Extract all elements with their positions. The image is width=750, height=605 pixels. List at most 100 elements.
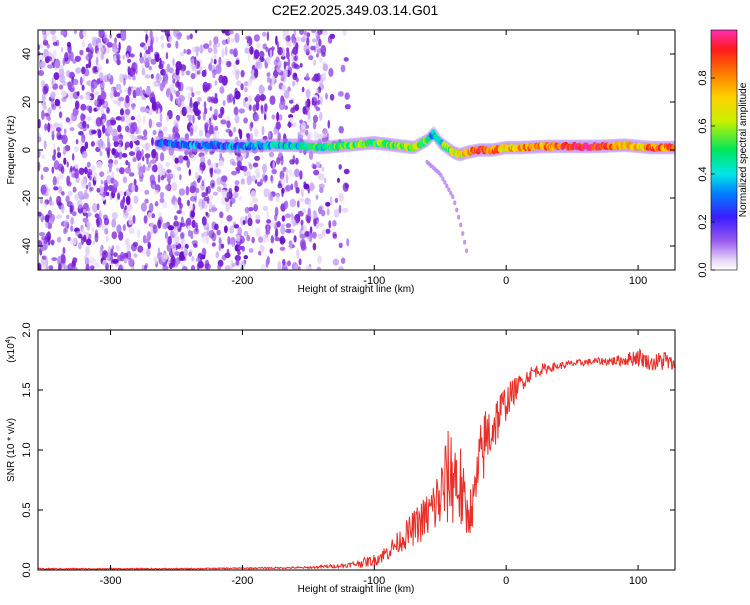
spectrogram-noise-cell xyxy=(77,191,84,198)
spectrogram-noise-cell xyxy=(166,169,172,174)
spectrogram-noise-cell xyxy=(162,201,167,209)
spectrogram-noise-cell xyxy=(152,129,157,136)
spectrogram-noise-cell xyxy=(225,202,230,213)
spectrogram-noise-cell xyxy=(317,255,322,264)
spectrogram-noise-cell xyxy=(56,214,63,219)
spectrogram-noise-cell xyxy=(110,119,117,126)
spectrogram-noise-cell xyxy=(60,90,67,97)
spectrogram-noise-cell xyxy=(39,61,46,69)
spectrogram-noise-cell xyxy=(312,231,317,239)
spectrogram-noise-cell xyxy=(272,160,275,170)
spectrogram-noise-cell xyxy=(159,197,165,204)
spectrogram-noise-cell xyxy=(50,239,55,246)
spectrogram-drift-cell xyxy=(459,222,463,228)
spectrogram-noise-cell xyxy=(307,207,311,217)
spectrogram-noise-cell xyxy=(233,106,239,116)
spectrogram-noise-cell xyxy=(320,209,326,217)
spectrogram-noise-cell xyxy=(90,141,95,147)
spectrogram-noise-cell xyxy=(291,172,295,178)
colorbar-gradient xyxy=(710,29,738,271)
spectrogram-noise-cell xyxy=(204,259,210,269)
spectrogram-noise-cell xyxy=(318,205,324,210)
spectrogram-noise-cell xyxy=(76,199,83,209)
spectrogram-noise-cell xyxy=(82,74,86,83)
spectrogram-drift-cell xyxy=(465,248,469,254)
spectrogram-noise-cell xyxy=(316,53,319,58)
spectrogram-noise-cell xyxy=(85,184,89,190)
spectrogram-noise-cell xyxy=(113,179,118,189)
spectrogram-noise-cell xyxy=(151,184,156,190)
spectrogram-noise-cell xyxy=(311,38,317,43)
spectrogram-noise-cell xyxy=(338,266,344,270)
spectrogram-noise-cell xyxy=(312,114,319,123)
spectrogram-noise-cell xyxy=(221,175,228,182)
spectrogram-noise-cell xyxy=(199,66,203,72)
spectrogram-noise-cell xyxy=(65,195,70,203)
spectrogram-noise-cell xyxy=(199,161,206,172)
spectrogram-noise-cell xyxy=(159,112,163,123)
spectrogram-noise-cell xyxy=(188,204,194,211)
spectrogram-noise-cell xyxy=(84,166,88,175)
spectrogram-noise-cell xyxy=(139,56,145,64)
spectrogram-noise-cell xyxy=(120,30,127,40)
spectrogram-noise-cell xyxy=(128,217,133,226)
spectrogram-noise-cell xyxy=(248,104,252,111)
spectrogram-noise-cell xyxy=(193,228,200,235)
spectrogram-noise-cell xyxy=(244,47,250,54)
spectrogram-noise-cell xyxy=(81,84,85,91)
spectrogram-noise-cell xyxy=(167,235,172,246)
spectrogram-noise-cell xyxy=(146,231,152,242)
spectrogram-noise-cell xyxy=(173,235,180,246)
spectrogram-noise-cell xyxy=(81,178,86,188)
spectrogram-noise-cell xyxy=(337,91,344,97)
spectrogram-noise-cell xyxy=(38,136,42,143)
spectrogram-noise-cell xyxy=(292,38,296,46)
spectrogram-noise-cell xyxy=(78,233,83,239)
spectrogram-noise-cell xyxy=(66,214,70,220)
spectrogram-noise-cell xyxy=(157,219,162,229)
spectrogram-noise-cell xyxy=(262,135,268,141)
spectrogram-noise-cell xyxy=(42,39,49,46)
spectrogram-noise-cell xyxy=(231,170,238,176)
spectrogram-noise-cell xyxy=(61,191,65,196)
spectrogram-noise-cell xyxy=(248,95,253,103)
spectrogram-noise-cell xyxy=(135,87,141,97)
spectrogram-noise-cell xyxy=(105,262,109,270)
spectrogram-noise-cell xyxy=(51,257,57,262)
spectrogram-noise-cell xyxy=(159,152,165,162)
spectrogram-noise-cell xyxy=(91,165,96,173)
spectrogram-noise-cell xyxy=(57,146,60,153)
spectrogram-noise-cell xyxy=(176,210,182,215)
spectrogram-noise-cell xyxy=(243,255,248,260)
spectrogram-noise-cell xyxy=(172,78,175,84)
spectrogram-noise-cell xyxy=(275,228,279,237)
spectrogram-noise-cell xyxy=(157,174,161,183)
spectrogram-noise-cell xyxy=(258,50,265,59)
spectrogram-noise-cell xyxy=(329,93,335,101)
spectrogram-noise-cell xyxy=(45,257,49,267)
spectrogram-noise-cell xyxy=(100,179,104,185)
spectrogram-noise-cell xyxy=(143,52,147,59)
spectrogram-noise-cell xyxy=(173,89,176,94)
spectrogram-noise-cell xyxy=(221,39,227,46)
spectrogram-noise-cell xyxy=(269,248,274,254)
spectrogram-noise-cell xyxy=(312,164,317,170)
spectrogram-noise-cell xyxy=(85,238,92,246)
spectrogram-noise-cell xyxy=(235,260,240,266)
spectrogram-noise-cell xyxy=(222,100,226,106)
spectrogram-noise-cell xyxy=(271,114,276,120)
spectrogram-noise-cell xyxy=(346,238,350,247)
spectrogram-noise-cell xyxy=(167,43,171,48)
spectrogram-noise-cell xyxy=(60,46,64,53)
spectrogram-y-tick-label: 20 xyxy=(21,96,33,108)
spectrogram-noise-cell xyxy=(71,173,78,178)
spectrogram-noise-cell xyxy=(260,263,266,270)
spectrogram-noise-cell xyxy=(319,187,324,194)
spectrogram-noise-cell xyxy=(43,140,47,150)
spectrogram-noise-cell xyxy=(175,40,179,49)
spectrogram-noise-cell xyxy=(315,106,321,112)
spectrogram-noise-cell xyxy=(95,56,99,66)
spectrogram-noise-cell xyxy=(274,236,281,242)
spectrogram-noise-cell xyxy=(150,73,154,79)
spectrogram-noise-cell xyxy=(181,211,186,216)
